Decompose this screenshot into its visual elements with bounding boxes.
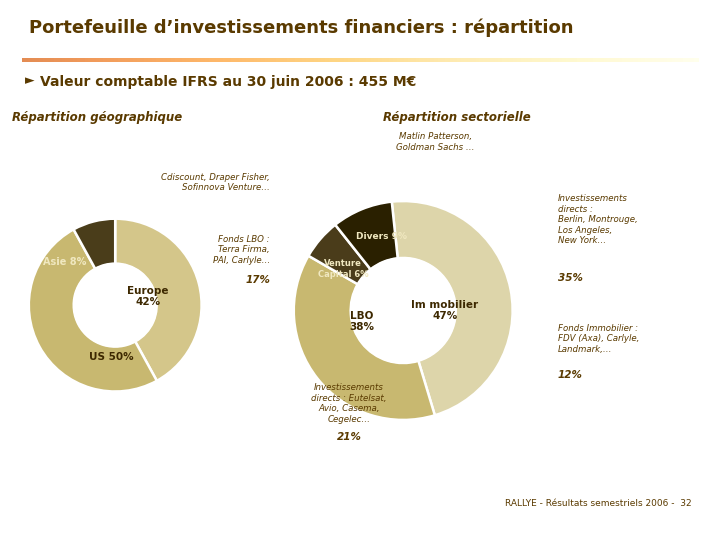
Text: US 50%: US 50% [89,352,133,362]
Text: Europe
42%: Europe 42% [127,286,168,307]
Text: Venture
Capital 6%: Venture Capital 6% [318,259,369,279]
Text: 21%: 21% [337,432,361,442]
Text: Portefeuille d’investissements financiers : répartition: Portefeuille d’investissements financier… [29,19,573,37]
Text: ►: ► [25,75,35,87]
Text: Asie 8%: Asie 8% [43,257,87,267]
Wedge shape [73,219,115,269]
Text: Valeur comptable IFRS au 30 juin 2006 : 455 M€: Valeur comptable IFRS au 30 juin 2006 : … [40,75,416,89]
Text: Fonds LBO :
Terra Firma,
PAI, Carlyle…: Fonds LBO : Terra Firma, PAI, Carlyle… [212,235,270,265]
Text: 35%: 35% [558,273,583,283]
Wedge shape [336,201,397,269]
Text: 17%: 17% [245,275,270,286]
Circle shape [73,264,157,347]
Text: Fonds Immobilier :
FDV (Axa), Carlyle,
Landmark,…: Fonds Immobilier : FDV (Axa), Carlyle, L… [558,324,639,354]
Wedge shape [392,201,513,415]
Wedge shape [294,256,435,420]
Wedge shape [29,230,157,392]
Text: Cdiscount, Draper Fisher,
Sofinnova Venture…: Cdiscount, Draper Fisher, Sofinnova Vent… [161,173,270,192]
Text: Im mobilier
47%: Im mobilier 47% [411,300,478,321]
Text: Investissements
directs : Eutelsat,
Avio, Casema,
Cegelec…: Investissements directs : Eutelsat, Avio… [312,383,387,423]
Text: Matlin Patterson,
Goldman Sachs …: Matlin Patterson, Goldman Sachs … [396,132,475,152]
Circle shape [351,258,456,363]
Wedge shape [308,225,371,284]
Text: 12%: 12% [558,370,583,380]
Text: Divers 9%: Divers 9% [356,232,407,241]
Text: Investissements
directs :
Berlin, Montrouge,
Los Angeles,
New York…: Investissements directs : Berlin, Montro… [558,194,638,245]
Text: Répartition sectorielle: Répartition sectorielle [383,111,531,125]
Text: LBO
38%: LBO 38% [349,310,374,332]
Text: Répartition géographique: Répartition géographique [12,111,182,125]
Wedge shape [115,219,202,381]
Text: RALLYE - Résultats semestriels 2006 -  32: RALLYE - Résultats semestriels 2006 - 32 [505,500,691,509]
